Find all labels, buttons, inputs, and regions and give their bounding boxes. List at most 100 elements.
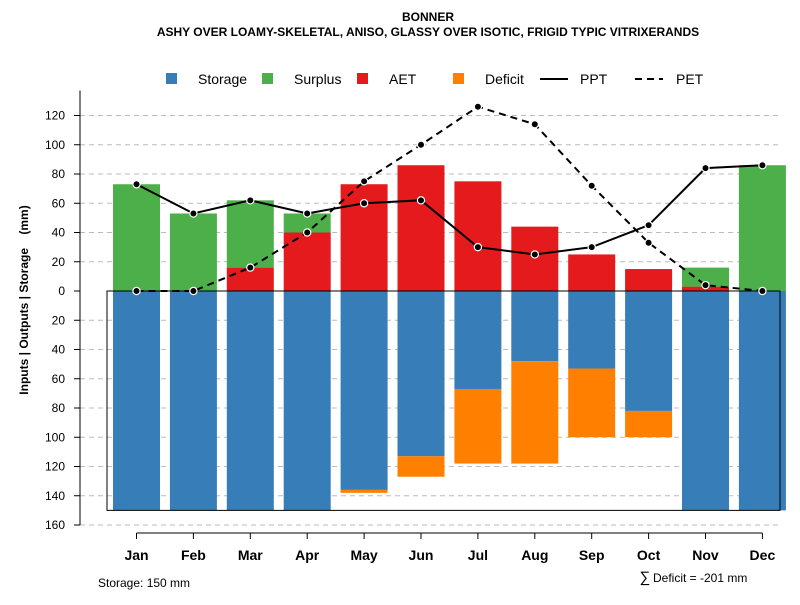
ppt-point — [303, 209, 312, 218]
pet-line — [136, 105, 763, 292]
legend-storage-label: Storage — [198, 71, 247, 87]
legend-surplus-swatch — [262, 73, 273, 84]
aet-bar — [625, 269, 673, 291]
legend-aet-swatch — [357, 73, 368, 84]
x-tick-label: Sep — [579, 547, 605, 563]
pet-point — [132, 286, 141, 296]
legend-deficit-label: Deficit — [485, 71, 524, 87]
storage-bar — [454, 291, 502, 389]
storage-capacity-box — [106, 290, 781, 511]
x-tick-label: Dec — [750, 547, 776, 563]
x-tick-label: Aug — [521, 547, 548, 563]
ppt-line — [136, 164, 763, 256]
storage-bar — [113, 291, 160, 511]
axes: 120 100 80 60 40 20 0 20 40 60 80 100 120 140 160 Jan Fe… — [45, 90, 776, 563]
surplus-bar — [738, 165, 786, 291]
legend: Storage Surplus AET Deficit PPT PET — [166, 71, 704, 87]
y-tick-label: 40 — [52, 226, 66, 240]
surplus-bar — [169, 213, 217, 291]
aet-bar — [226, 267, 274, 291]
chart-title: BONNER — [402, 10, 454, 24]
ppt-point — [189, 209, 198, 218]
x-tick-label: Apr — [295, 547, 320, 563]
surplus-bar — [226, 200, 274, 268]
pet-point — [473, 102, 483, 111]
bars — [113, 165, 786, 511]
legend-surplus-label: Surplus — [294, 71, 341, 87]
ppt-point — [587, 242, 596, 252]
surplus-bar — [113, 184, 160, 291]
x-tick-label: Jul — [468, 547, 488, 563]
y-tick-label: 60 — [52, 372, 66, 386]
aet-bar — [511, 226, 559, 291]
ppt-point — [758, 161, 767, 170]
surplus-bar — [283, 213, 331, 233]
y-tick-label: 100 — [45, 138, 65, 152]
pet-point — [359, 177, 369, 186]
pet-point — [701, 280, 710, 290]
ppt-point — [416, 196, 426, 205]
pet-point — [587, 181, 596, 190]
deficit-bar — [511, 361, 559, 464]
pet-point — [530, 120, 540, 129]
deficit-bar — [568, 368, 616, 438]
ppt-point — [246, 196, 255, 205]
y-tick-label: 0 — [58, 284, 65, 298]
storage-note: Storage: 150 mm — [98, 576, 190, 590]
x-tick-label: Jun — [409, 547, 434, 563]
pet-point — [189, 286, 198, 296]
y-tick-label: 160 — [45, 518, 65, 532]
legend-aet-label: AET — [389, 71, 417, 87]
deficit-bar — [340, 489, 388, 493]
pet-point — [246, 263, 255, 272]
deficit-bar — [397, 456, 445, 477]
storage-bar — [340, 291, 388, 490]
storage-bar — [226, 291, 274, 511]
y-tick-label: 120 — [45, 109, 65, 123]
storage-bar — [738, 291, 786, 511]
storage-bar — [511, 291, 559, 362]
series-lines — [132, 102, 767, 296]
ppt-point — [132, 180, 141, 189]
ppt-point — [530, 250, 540, 259]
deficit-sum-symbol: ∑ — [640, 569, 651, 586]
x-tick-label: Mar — [238, 547, 263, 563]
y-tick-label: 40 — [52, 343, 66, 357]
pet-point — [303, 228, 312, 237]
deficit-bar — [625, 410, 673, 438]
aet-bar — [283, 232, 331, 291]
ppt-point — [473, 242, 483, 252]
legend-deficit-swatch — [453, 73, 464, 84]
aet-bar — [397, 165, 445, 291]
aet-bar — [568, 254, 616, 291]
zero-line-layer — [106, 290, 781, 511]
y-axis-label: Inputs | Outputs | Storage (mm) — [17, 205, 31, 394]
storage-bar — [169, 291, 217, 511]
ppt-point — [644, 220, 653, 230]
storage-bar — [397, 291, 445, 457]
x-tick-label: May — [350, 547, 377, 563]
pet-point — [758, 286, 767, 296]
y-tick-label: 140 — [45, 489, 65, 503]
y-tick-label: 60 — [52, 196, 66, 210]
y-tick-label: 80 — [52, 401, 66, 415]
deficit-bar — [454, 388, 502, 464]
storage-bar — [625, 291, 673, 411]
y-tick-label: 20 — [52, 313, 66, 327]
x-tick-label: Oct — [637, 547, 661, 563]
storage-bar — [568, 291, 616, 369]
x-tick-label: Nov — [692, 547, 719, 563]
surplus-bar — [682, 267, 729, 287]
legend-pet-label: PET — [676, 71, 704, 87]
pet-point — [416, 140, 426, 149]
legend-ppt-label: PPT — [580, 71, 608, 87]
x-tick-label: Feb — [181, 547, 206, 563]
chart-subtitle: ASHY OVER LOAMY-SKELETAL, ANISO, GLASSY … — [157, 25, 699, 39]
storage-bar — [682, 291, 729, 511]
x-tick-label: Jan — [124, 547, 148, 563]
ppt-point — [701, 163, 710, 173]
y-tick-label: 100 — [45, 430, 65, 444]
y-tick-label: 120 — [45, 460, 65, 474]
